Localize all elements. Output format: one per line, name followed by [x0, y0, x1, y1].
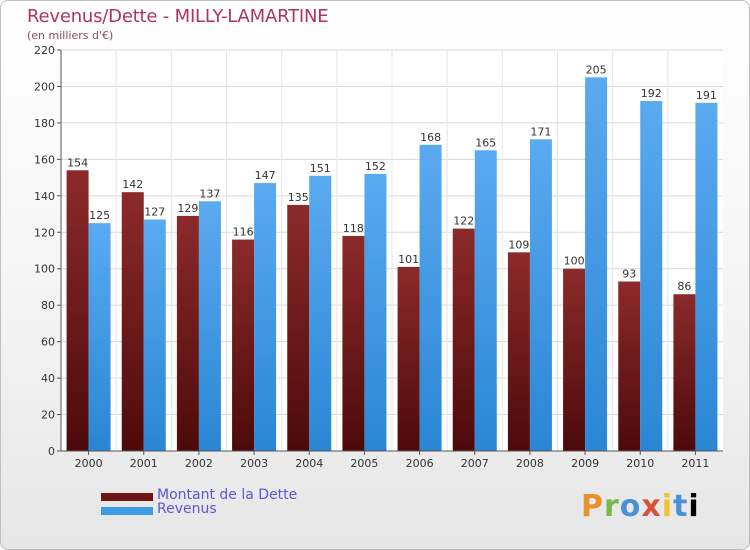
bar-revenue — [143, 219, 166, 451]
axis-layer: 0 20 40 60 80 100 120 140 160 180 200 220 2000 2001 20… — [34, 44, 723, 470]
bar-revenue — [364, 173, 387, 452]
bar-debt — [618, 281, 641, 451]
proxiti-logo: Proxiti — [581, 489, 700, 524]
y-tick-label: 180 — [34, 117, 55, 130]
data-label-revenue: 168 — [420, 131, 441, 144]
bar-debt — [121, 192, 144, 451]
bar-revenue — [529, 139, 552, 451]
data-label-debt: 93 — [622, 267, 636, 280]
x-tick-label: 2008 — [516, 457, 544, 470]
data-label-revenue: 137 — [199, 187, 220, 200]
bar-revenue — [419, 144, 442, 452]
legend-swatch-revenue — [101, 507, 153, 515]
data-label-debt: 154 — [67, 156, 88, 169]
bar-debt — [673, 294, 696, 451]
x-tick-label: 2007 — [461, 457, 489, 470]
bar-debt — [66, 170, 89, 452]
bar-debt — [397, 266, 420, 451]
chart-title: Revenus/Dette - MILLY-LAMARTINE — [27, 6, 329, 27]
bar-revenue — [309, 175, 332, 451]
data-label-debt: 122 — [453, 215, 474, 228]
y-tick-label: 140 — [34, 190, 55, 203]
bar-revenue — [695, 102, 718, 451]
bar-revenue — [88, 223, 111, 451]
grid-layer — [61, 49, 723, 452]
bar-revenue — [254, 183, 277, 452]
legend-label-debt: Montant de la Dette — [157, 487, 298, 503]
bar-revenue — [640, 101, 663, 451]
data-label-debt: 142 — [122, 178, 143, 191]
y-tick-label: 40 — [41, 372, 55, 385]
data-label-revenue: 125 — [89, 209, 110, 222]
data-label-debt: 129 — [177, 202, 198, 215]
bar-debt — [342, 235, 365, 451]
x-tick-label: 2005 — [350, 457, 378, 470]
y-tick-label: 100 — [34, 263, 55, 276]
x-tick-label: 2009 — [571, 457, 599, 470]
x-tick-label: 2006 — [406, 457, 434, 470]
data-label-debt: 109 — [508, 238, 529, 251]
bars-layer — [66, 77, 718, 452]
legend-label-revenue: Revenus — [157, 501, 217, 517]
data-label-debt: 100 — [564, 255, 585, 268]
bar-revenue — [198, 201, 221, 451]
data-label-debt: 135 — [288, 191, 309, 204]
x-tick-label: 2001 — [130, 457, 158, 470]
bar-debt — [452, 228, 475, 451]
y-tick-label: 160 — [34, 153, 55, 166]
bar-debt — [176, 215, 199, 451]
legend-swatch-debt — [101, 493, 153, 501]
bar-debt — [563, 268, 586, 451]
data-label-revenue: 151 — [310, 162, 331, 175]
data-label-revenue: 171 — [530, 125, 551, 138]
data-label-revenue: 191 — [696, 89, 717, 102]
bar-revenue — [474, 150, 497, 451]
y-tick-label: 80 — [41, 299, 55, 312]
data-label-debt: 118 — [343, 222, 364, 235]
data-label-revenue: 152 — [365, 160, 386, 173]
y-tick-label: 60 — [41, 336, 55, 349]
x-tick-label: 2002 — [185, 457, 213, 470]
data-label-revenue: 165 — [475, 136, 496, 149]
y-tick-label: 120 — [34, 226, 55, 239]
bar-debt — [287, 204, 310, 451]
data-label-debt: 86 — [677, 280, 691, 293]
x-tick-label: 2000 — [75, 457, 103, 470]
y-tick-label: 0 — [48, 445, 55, 458]
bar-debt — [232, 239, 255, 451]
data-label-revenue: 127 — [144, 206, 165, 219]
x-tick-label: 2010 — [626, 457, 654, 470]
bar-debt — [507, 252, 530, 451]
data-label-revenue: 147 — [255, 169, 276, 182]
y-tick-label: 220 — [34, 44, 55, 57]
data-label-revenue: 192 — [641, 87, 662, 100]
x-tick-label: 2004 — [295, 457, 323, 470]
y-tick-label: 200 — [34, 80, 55, 93]
chart-subtitle: (en milliers d'€) — [27, 29, 114, 42]
x-tick-label: 2003 — [240, 457, 268, 470]
data-label-debt: 116 — [233, 226, 254, 239]
data-label-debt: 101 — [398, 253, 419, 266]
bar-revenue — [585, 77, 608, 451]
x-tick-label: 2011 — [681, 457, 709, 470]
data-label-revenue: 205 — [586, 63, 607, 76]
y-tick-label: 20 — [41, 409, 55, 422]
